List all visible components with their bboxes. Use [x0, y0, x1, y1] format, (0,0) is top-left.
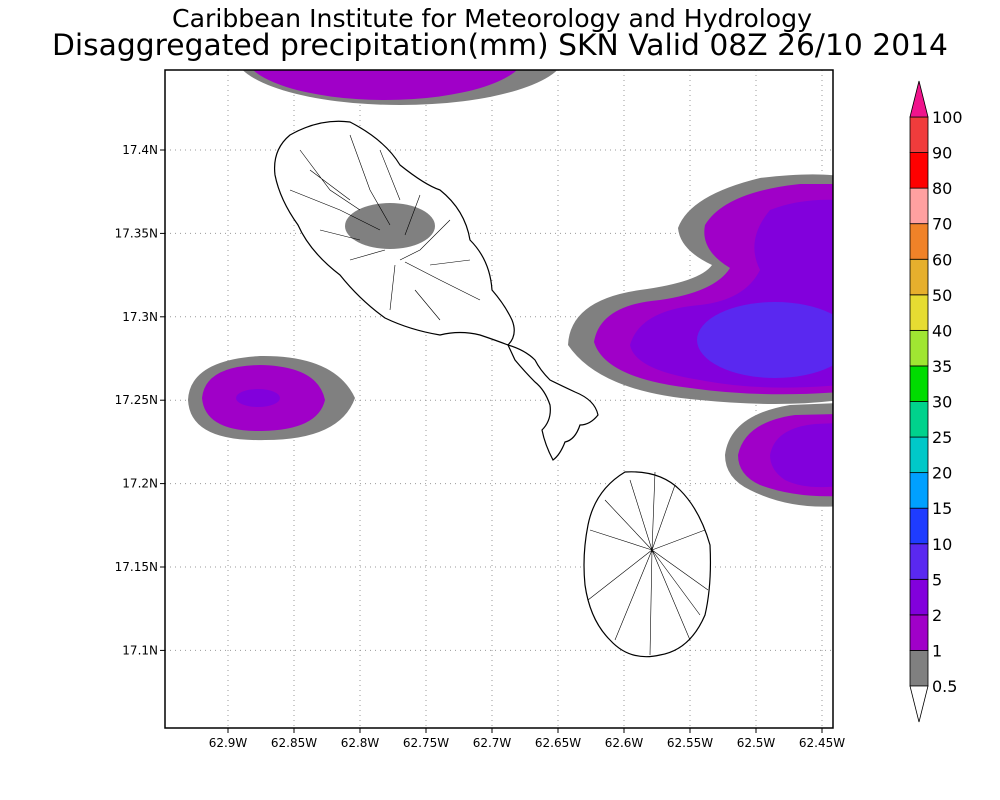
y-tick-label: 17.15N [115, 560, 158, 574]
colorbar-label: 30 [932, 393, 952, 412]
colorbar-under [909, 685, 929, 723]
y-tick-label: 17.3N [122, 310, 158, 324]
colorbar-band [909, 436, 929, 474]
contour [236, 389, 280, 407]
river-lines [587, 471, 709, 656]
y-tick-label: 17.35N [115, 226, 158, 240]
colorbar-band [909, 614, 929, 651]
colorbar-label: 90 [932, 144, 952, 163]
colorbar-band [909, 401, 929, 438]
colorbar-label: 80 [932, 179, 952, 198]
colorbar-band [909, 187, 929, 225]
colorbar-band [909, 507, 929, 545]
y-tick-label: 17.1N [122, 643, 158, 657]
contour [345, 203, 435, 249]
colorbar-label: 5 [932, 570, 942, 589]
contour [697, 302, 833, 378]
colorbar-label: 60 [932, 250, 952, 269]
map-frame [164, 69, 834, 729]
colorbar-label: 0.5 [932, 677, 957, 696]
colorbar-band [909, 152, 929, 189]
colorbar-band [909, 472, 929, 509]
x-tick-label: 62.85W [271, 736, 317, 750]
colorbar-band [909, 329, 929, 367]
colorbar-band [909, 258, 929, 296]
x-tick-label: 62.65W [535, 736, 581, 750]
x-tick-label: 62.5W [737, 736, 776, 750]
colorbar-label: 2 [932, 606, 942, 625]
x-tick-label: 62.9W [209, 736, 248, 750]
x-tick-label: 62.6W [605, 736, 644, 750]
colorbar-band [909, 116, 929, 153]
colorbar-band [909, 578, 929, 616]
y-tick-label: 17.4N [122, 143, 158, 157]
title-line: Caribbean Institute for Meteorology and … [172, 4, 812, 33]
colorbar-label: 70 [932, 215, 952, 234]
island-nevis [583, 471, 712, 658]
colorbar-label: 40 [932, 321, 952, 340]
y-tick-label: 17.2N [122, 477, 158, 491]
y-tick-label: 17.25N [115, 393, 158, 407]
colorbar-band [909, 650, 929, 687]
colorbar-label: 100 [932, 108, 963, 127]
colorbar-label: 10 [932, 535, 952, 554]
colorbar-label: 25 [932, 428, 952, 447]
axes: 62.9W 62.85W 62.8W 62.75W 62.7W 62.65W 62.6W 62… [115, 143, 846, 750]
colorbar-label: 50 [932, 286, 952, 305]
colorbar-over [909, 80, 929, 118]
island-peninsula [506, 344, 599, 461]
precip-field [188, 70, 833, 658]
x-tick-label: 62.75W [403, 736, 449, 750]
colorbar-band [909, 543, 929, 580]
colorbar-band [909, 223, 929, 260]
colorbar-label: 15 [932, 499, 952, 518]
contour [770, 423, 833, 488]
colorbar-label: 35 [932, 357, 952, 376]
colorbar-band [909, 294, 929, 331]
x-tick-label: 62.55W [667, 736, 713, 750]
title-line: Disaggregated precipitation(mm) SKN Vali… [52, 28, 948, 62]
colorbar-band [909, 365, 929, 402]
x-tick-label: 62.8W [341, 736, 380, 750]
x-tick-label: 62.45W [799, 736, 845, 750]
river-lines [289, 134, 481, 321]
x-tick-label: 62.7W [473, 736, 512, 750]
colorbar-label: 20 [932, 464, 952, 483]
contour [253, 70, 517, 100]
colorbar-label: 1 [932, 641, 942, 660]
